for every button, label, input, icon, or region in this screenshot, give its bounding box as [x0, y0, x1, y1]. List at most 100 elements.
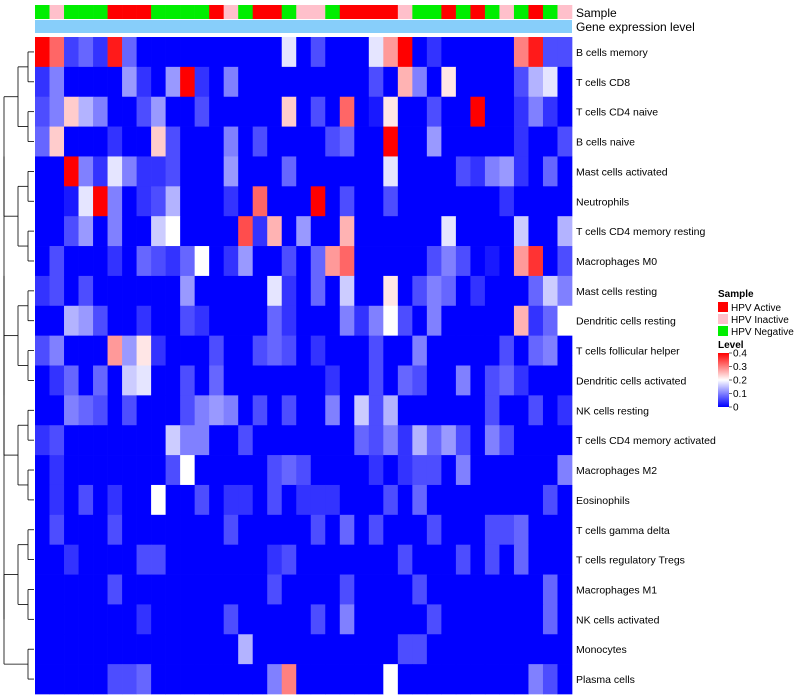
heatmap-cell: [209, 96, 225, 127]
sample-annotation-cell: [151, 5, 166, 19]
heatmap-cell: [325, 305, 341, 336]
heatmap-cell: [136, 634, 152, 665]
heatmap-cell: [238, 574, 254, 605]
heatmap-cell: [441, 574, 457, 605]
heatmap-cell: [542, 186, 558, 217]
heatmap-cell: [484, 574, 500, 605]
heatmap-cell: [78, 96, 94, 127]
heatmap-cell: [93, 544, 108, 575]
heatmap-cell: [557, 126, 573, 157]
heatmap-cell: [455, 246, 471, 277]
heatmap-cell: [412, 544, 428, 575]
heatmap-cell: [281, 425, 297, 456]
heatmap-cell: [325, 66, 341, 98]
heatmap-cell: [325, 544, 341, 575]
heatmap-cell: [252, 484, 268, 516]
heatmap-cell: [354, 275, 370, 307]
heatmap-cell: [93, 305, 108, 336]
heatmap-cell: [252, 365, 268, 396]
heatmap-cell: [165, 96, 181, 127]
heatmap-cell: [455, 305, 471, 336]
heatmap-cell: [412, 126, 428, 157]
heatmap-cell: [209, 544, 225, 575]
heatmap-cell: [426, 335, 442, 366]
heatmap-cell: [151, 275, 166, 307]
heatmap-cell: [484, 126, 500, 157]
heatmap-cell: [78, 186, 94, 217]
heatmap-cell: [209, 186, 225, 217]
heatmap-cell: [122, 544, 137, 575]
heatmap-cell: [354, 425, 370, 456]
heatmap-cell: [238, 186, 254, 217]
heatmap-cell: [49, 305, 65, 336]
heatmap-cell: [310, 634, 326, 665]
heatmap-cell: [165, 156, 181, 187]
heatmap-cell: [455, 37, 471, 68]
annotation-label-gene-expression: Gene expression level: [576, 20, 695, 34]
heatmap-cell: [122, 484, 137, 516]
heatmap-cell: [455, 275, 471, 307]
heatmap-cell: [383, 66, 399, 98]
heatmap-cell: [499, 335, 515, 366]
heatmap-cell: [441, 335, 457, 366]
heatmap-cell: [267, 574, 283, 605]
heatmap-cell: [339, 664, 355, 695]
heatmap-cell: [180, 186, 195, 217]
heatmap-cell: [470, 574, 486, 605]
heatmap-cell: [354, 186, 370, 217]
heatmap-cell: [310, 96, 326, 127]
heatmap-cell: [441, 634, 457, 665]
heatmap-cell: [542, 484, 558, 516]
heatmap-cell: [93, 37, 108, 68]
heatmap-cell: [281, 544, 297, 575]
heatmap-cell: [397, 365, 413, 396]
heatmap-cell: [151, 664, 166, 695]
heatmap-cell: [368, 96, 384, 127]
heatmap-cell: [383, 126, 399, 157]
heatmap-cell: [194, 365, 210, 396]
heatmap-cell: [513, 246, 529, 277]
heatmap-cell: [267, 216, 283, 247]
heatmap-cell: [180, 514, 195, 546]
heatmap-cell: [499, 66, 515, 98]
heatmap-cell: [281, 156, 297, 187]
sample-annotation-cell: [499, 5, 515, 19]
heatmap-cell: [397, 514, 413, 546]
heatmap-cell: [470, 425, 486, 456]
heatmap-cell: [180, 484, 195, 516]
heatmap-cell: [180, 365, 195, 396]
heatmap-cell: [238, 335, 254, 366]
heatmap-cell: [426, 395, 442, 426]
heatmap-cell: [35, 365, 50, 396]
heatmap-cell: [194, 66, 210, 98]
heatmap-cell: [93, 514, 108, 546]
heatmap-cell: [151, 96, 166, 127]
heatmap-cell: [441, 395, 457, 426]
heatmap-cell: [35, 96, 50, 127]
heatmap-cell: [397, 574, 413, 605]
heatmap-cell: [252, 96, 268, 127]
heatmap-cell: [557, 66, 573, 98]
heatmap-cell: [194, 305, 210, 336]
heatmap-cell: [354, 216, 370, 247]
heatmap-cell: [528, 664, 544, 695]
heatmap-cell: [383, 544, 399, 575]
heatmap-cell: [513, 484, 529, 516]
heatmap-cell: [93, 335, 108, 366]
heatmap-cell: [209, 634, 225, 665]
heatmap-cell: [281, 634, 297, 665]
heatmap-cell: [557, 425, 573, 456]
sample-annotation-cell: [470, 5, 486, 19]
heatmap-cell: [441, 275, 457, 307]
heatmap-cell: [252, 37, 268, 68]
heatmap-cell: [368, 664, 384, 695]
heatmap-cell: [252, 604, 268, 635]
heatmap-cell: [441, 246, 457, 277]
heatmap-cell: [78, 365, 94, 396]
heatmap-cell: [426, 216, 442, 247]
heatmap-cell: [107, 66, 123, 98]
heatmap-cell: [484, 365, 500, 396]
row-labels: B cells memory T cells CD8 T cells CD4 nai…: [576, 47, 716, 686]
heatmap-cell: [310, 305, 326, 336]
heatmap-cell: [441, 664, 457, 695]
